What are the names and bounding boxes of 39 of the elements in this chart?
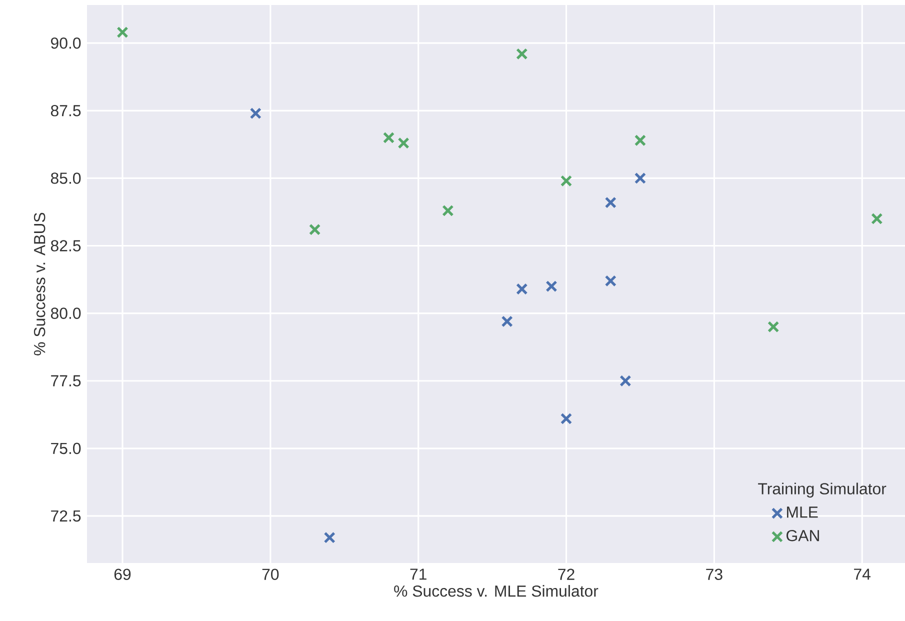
point — [324, 532, 336, 544]
x-tick-label: 69 — [114, 568, 131, 580]
point — [620, 375, 632, 387]
y-tick-label: 80.0 — [50, 308, 81, 319]
point — [768, 321, 780, 333]
y-tick-label: 75.0 — [51, 442, 81, 454]
point — [516, 283, 528, 295]
y-tick-label: 82.5 — [50, 240, 81, 252]
point — [634, 172, 646, 184]
x-axis-title: % Success v. MLE Simulator — [394, 585, 598, 597]
y-tick-label: 77.5 — [51, 375, 81, 386]
x-tick-label: 72 — [558, 568, 574, 580]
y-tick-label: 90.0 — [51, 37, 81, 49]
y-tick-label: 85.0 — [50, 172, 81, 184]
point — [501, 316, 513, 328]
point — [604, 275, 616, 287]
y-tick-label: 72.5 — [51, 510, 81, 522]
point — [398, 137, 410, 149]
point — [560, 175, 572, 187]
y-axis-title: % Success v. ABUS — [34, 212, 46, 356]
point — [250, 108, 262, 120]
point — [634, 134, 646, 146]
legend-label: GAN — [786, 530, 819, 542]
x-tick-label: 73 — [706, 568, 722, 580]
legend-title: Training Simulator — [758, 482, 886, 498]
x-tick-label: 74 — [854, 568, 871, 580]
point — [116, 26, 128, 38]
point — [560, 412, 572, 425]
legend-label: MLE — [787, 506, 818, 518]
point — [604, 196, 616, 208]
point — [382, 132, 395, 144]
point — [442, 204, 454, 216]
x-tick-label: 70 — [262, 568, 279, 580]
point — [308, 224, 321, 236]
point — [546, 280, 558, 292]
y-tick-label: 87.5 — [50, 105, 81, 116]
point — [516, 48, 528, 60]
point — [871, 212, 883, 225]
x-tick-label: 71 — [410, 568, 426, 580]
